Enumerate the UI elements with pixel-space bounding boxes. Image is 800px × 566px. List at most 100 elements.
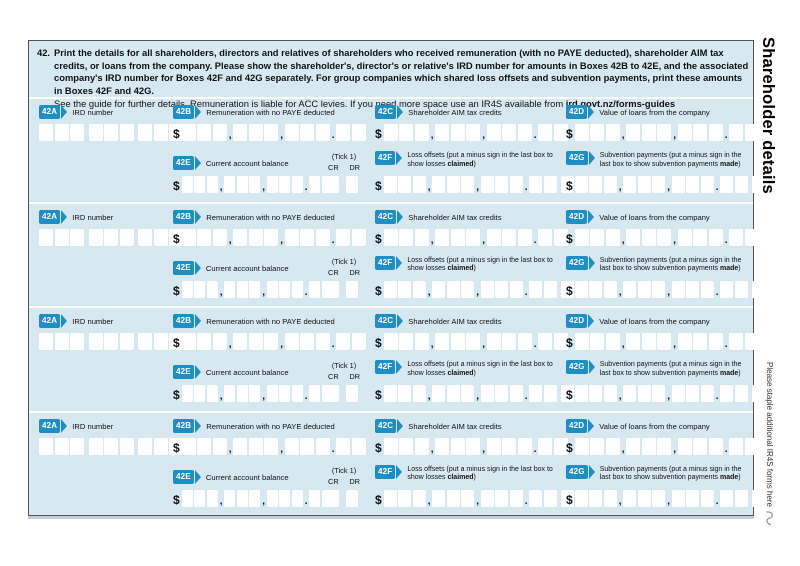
money-digit-box[interactable] — [657, 333, 672, 350]
ird-digit-box[interactable] — [153, 333, 168, 350]
money-digit-box[interactable] — [212, 228, 227, 246]
ird-digit-box[interactable] — [39, 333, 53, 350]
money-digit-box[interactable] — [291, 385, 303, 402]
money-digit-box[interactable] — [502, 437, 517, 455]
money-digit-box[interactable] — [495, 176, 509, 193]
money-digit-box[interactable] — [414, 333, 429, 350]
money-digit-box[interactable] — [671, 385, 685, 402]
money-digit-box[interactable] — [233, 437, 248, 455]
ird-digit-box[interactable] — [88, 228, 103, 246]
cents-digit-box[interactable] — [553, 124, 568, 141]
money-digit-box[interactable] — [300, 124, 315, 141]
cents-digit-box[interactable] — [734, 385, 748, 402]
cents-digit-box[interactable] — [309, 489, 321, 507]
money-digit-box[interactable] — [206, 385, 218, 402]
money-digit-box[interactable] — [435, 124, 450, 141]
money-digit-box[interactable] — [637, 176, 651, 193]
money-digit-box[interactable] — [652, 489, 666, 507]
money-digit-box[interactable] — [414, 124, 429, 141]
money-digit-box[interactable] — [605, 333, 620, 350]
money-digit-box[interactable] — [677, 124, 692, 141]
money-digit-box[interactable] — [224, 489, 236, 507]
money-digit-box[interactable] — [315, 333, 330, 350]
money-digit-box[interactable] — [686, 176, 700, 193]
ird-digit-box[interactable] — [169, 333, 183, 350]
cents-digit-box[interactable] — [336, 437, 351, 455]
cents-digit-box[interactable] — [538, 333, 553, 350]
money-digit-box[interactable] — [414, 228, 429, 246]
ird-digit-box[interactable] — [119, 228, 134, 246]
money-digit-box[interactable] — [399, 333, 414, 350]
money-digit-box[interactable] — [480, 176, 494, 193]
money-digit-box[interactable] — [693, 437, 708, 455]
money-digit-box[interactable] — [603, 176, 617, 193]
cr-tick-box[interactable] — [327, 489, 339, 507]
money-digit-box[interactable] — [383, 124, 398, 141]
dr-tick-box[interactable] — [346, 280, 358, 298]
money-digit-box[interactable] — [291, 280, 303, 298]
money-digit-box[interactable] — [181, 176, 193, 193]
money-digit-box[interactable] — [509, 280, 523, 298]
money-digit-box[interactable] — [197, 124, 212, 141]
money-digit-box[interactable] — [284, 437, 299, 455]
dr-tick-box[interactable] — [346, 385, 358, 402]
money-digit-box[interactable] — [590, 437, 605, 455]
money-digit-box[interactable] — [264, 437, 279, 455]
money-digit-box[interactable] — [574, 124, 589, 141]
ird-digit-box[interactable] — [169, 228, 183, 246]
ird-digit-box[interactable] — [104, 333, 118, 350]
money-digit-box[interactable] — [517, 124, 532, 141]
cents-digit-box[interactable] — [720, 385, 734, 402]
money-digit-box[interactable] — [589, 489, 603, 507]
cents-digit-box[interactable] — [351, 228, 366, 246]
money-digit-box[interactable] — [291, 489, 303, 507]
money-digit-box[interactable] — [383, 437, 398, 455]
money-digit-box[interactable] — [284, 124, 299, 141]
money-digit-box[interactable] — [517, 333, 532, 350]
ird-digit-box[interactable] — [54, 437, 69, 455]
money-digit-box[interactable] — [236, 176, 248, 193]
money-digit-box[interactable] — [495, 280, 509, 298]
money-digit-box[interactable] — [194, 176, 206, 193]
money-digit-box[interactable] — [248, 228, 263, 246]
minus-sign-box[interactable] — [752, 385, 766, 402]
ird-digit-box[interactable] — [104, 124, 118, 141]
cents-digit-box[interactable] — [734, 176, 748, 193]
ird-digit-box[interactable] — [70, 437, 84, 455]
ird-digit-box[interactable] — [39, 437, 53, 455]
cents-digit-box[interactable] — [529, 176, 543, 193]
cents-digit-box[interactable] — [734, 489, 748, 507]
cents-digit-box[interactable] — [529, 385, 543, 402]
money-digit-box[interactable] — [233, 333, 248, 350]
cents-digit-box[interactable] — [309, 176, 321, 193]
money-digit-box[interactable] — [700, 176, 714, 193]
cents-digit-box[interactable] — [538, 124, 553, 141]
ird-digit-box[interactable] — [153, 228, 168, 246]
money-digit-box[interactable] — [435, 333, 450, 350]
money-digit-box[interactable] — [693, 124, 708, 141]
money-digit-box[interactable] — [412, 489, 426, 507]
money-digit-box[interactable] — [224, 280, 236, 298]
money-digit-box[interactable] — [603, 280, 617, 298]
money-digit-box[interactable] — [249, 385, 261, 402]
money-digit-box[interactable] — [603, 385, 617, 402]
money-digit-box[interactable] — [248, 124, 263, 141]
money-digit-box[interactable] — [279, 280, 291, 298]
money-digit-box[interactable] — [686, 280, 700, 298]
money-digit-box[interactable] — [605, 124, 620, 141]
money-digit-box[interactable] — [590, 124, 605, 141]
money-digit-box[interactable] — [249, 176, 261, 193]
cr-tick-box[interactable] — [327, 280, 339, 298]
cents-digit-box[interactable] — [543, 280, 557, 298]
minus-sign-box[interactable] — [561, 385, 575, 402]
money-digit-box[interactable] — [700, 280, 714, 298]
money-digit-box[interactable] — [574, 489, 588, 507]
ird-digit-box[interactable] — [138, 333, 152, 350]
money-digit-box[interactable] — [652, 280, 666, 298]
money-digit-box[interactable] — [517, 437, 532, 455]
money-digit-box[interactable] — [383, 280, 397, 298]
money-digit-box[interactable] — [284, 228, 299, 246]
money-digit-box[interactable] — [502, 333, 517, 350]
money-digit-box[interactable] — [383, 333, 398, 350]
ird-digit-box[interactable] — [119, 333, 134, 350]
